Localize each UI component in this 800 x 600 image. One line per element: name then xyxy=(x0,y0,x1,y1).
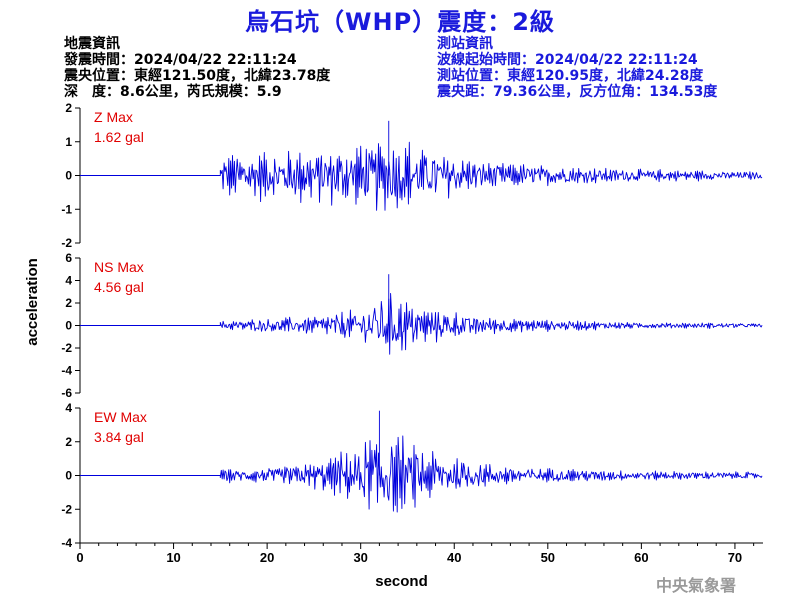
trace-z xyxy=(80,141,763,211)
max-label-ns: NS Max xyxy=(94,259,144,275)
x-tick-label: 20 xyxy=(260,550,274,565)
depth-magnitude: 深 度：8.6公里，芮氏規模：5.9 xyxy=(64,84,282,100)
y-tick-label-ew: -4 xyxy=(61,536,72,550)
y-tick-label-ew: 4 xyxy=(65,401,72,415)
y-tick-label-ns: -4 xyxy=(61,364,72,378)
quake-info: 地震資訊 發震時間：2024/04/22 22:11:24 震央位置：東經121… xyxy=(64,36,330,100)
quake-info-heading: 地震資訊 xyxy=(64,36,120,52)
y-tick-label-z: 2 xyxy=(65,101,72,115)
y-tick-label-ew: -2 xyxy=(61,502,72,516)
max-label-ew: EW Max xyxy=(94,409,147,425)
y-tick-label-z: 1 xyxy=(65,135,72,149)
y-tick-label-z: -1 xyxy=(61,202,72,216)
y-tick-label-ns: 2 xyxy=(65,296,72,310)
x-tick-label: 50 xyxy=(541,550,555,565)
epicenter: 震央位置：東經121.50度，北緯23.78度 xyxy=(64,68,331,84)
station-location: 測站位置：東經120.95度，北緯24.28度 xyxy=(437,68,704,84)
y-axis-label: acceleration xyxy=(24,258,41,346)
x-tick-label: 40 xyxy=(447,550,461,565)
y-tick-label-ns: -2 xyxy=(61,341,72,355)
max-value-z: 1.62 gal xyxy=(94,129,144,145)
x-tick-label: 70 xyxy=(728,550,742,565)
x-tick-label: 0 xyxy=(76,550,83,565)
y-tick-label-ns: 4 xyxy=(65,274,72,288)
origin-time: 發震時間：2024/04/22 22:11:24 xyxy=(64,52,297,68)
x-tick-label: 10 xyxy=(166,550,180,565)
y-tick-label-ns: -6 xyxy=(61,386,72,400)
agency-watermark: 中央氣象署 xyxy=(656,576,737,595)
distance-azimuth: 震央距：79.36公里，反方位角：134.53度 xyxy=(437,84,718,100)
x-tick-label: 60 xyxy=(634,550,648,565)
y-tick-label-ew: 0 xyxy=(65,469,72,483)
trace-ew xyxy=(80,435,763,513)
x-axis-label: second xyxy=(375,573,428,590)
station-info: 測站資訊 波線起始時間：2024/04/22 22:11:24 測站位置：東經1… xyxy=(437,36,717,100)
max-value-ew: 3.84 gal xyxy=(94,429,144,445)
station-info-heading: 測站資訊 xyxy=(437,36,493,52)
y-tick-label-z: -2 xyxy=(61,236,72,250)
trace-ns xyxy=(80,292,763,355)
page-title: 烏石坑（WHP）震度：2級 xyxy=(245,8,555,36)
y-tick-label-ns: 6 xyxy=(65,251,72,265)
y-tick-label-z: 0 xyxy=(65,169,72,183)
wave-start-time: 波線起始時間：2024/04/22 22:11:24 xyxy=(437,52,698,68)
y-tick-label-ew: 2 xyxy=(65,435,72,449)
x-tick-label: 30 xyxy=(353,550,367,565)
max-value-ns: 4.56 gal xyxy=(94,279,144,295)
y-tick-label-ns: 0 xyxy=(65,319,72,333)
max-label-z: Z Max xyxy=(94,109,133,125)
